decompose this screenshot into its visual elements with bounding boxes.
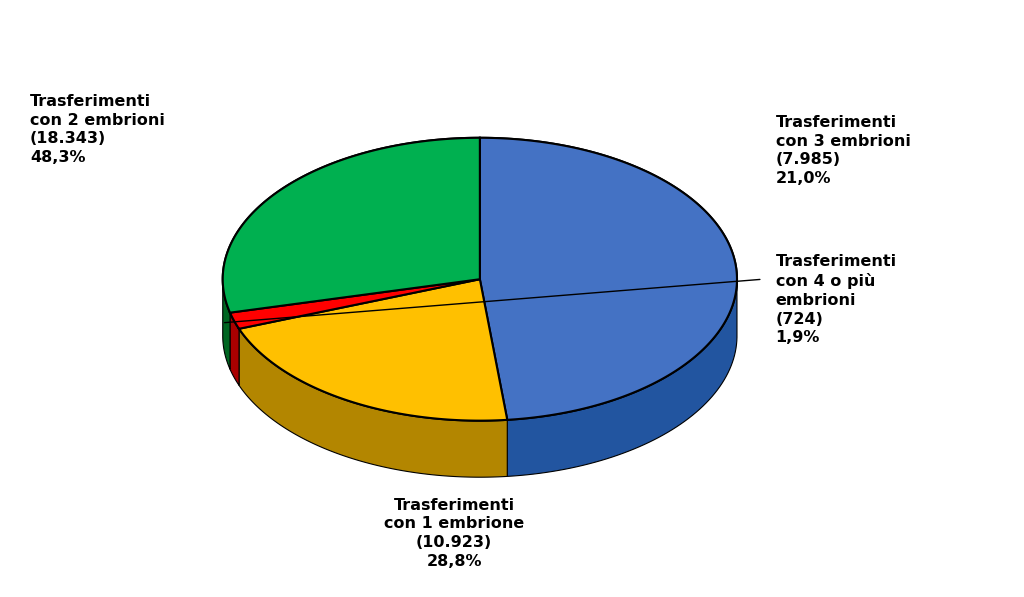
Polygon shape [230, 279, 480, 329]
Polygon shape [507, 281, 737, 476]
Polygon shape [239, 279, 507, 421]
Polygon shape [223, 138, 480, 313]
Polygon shape [230, 313, 239, 385]
Polygon shape [480, 138, 737, 420]
Polygon shape [239, 279, 507, 421]
Text: Trasferimenti
con 3 embrioni
(7.985)
21,0%: Trasferimenti con 3 embrioni (7.985) 21,… [775, 115, 910, 186]
Text: Trasferimenti
con 2 embrioni
(18.343)
48,3%: Trasferimenti con 2 embrioni (18.343) 48… [30, 94, 165, 165]
Text: Trasferimenti
con 4 o più
embrioni
(724)
1,9%: Trasferimenti con 4 o più embrioni (724)… [775, 254, 897, 345]
Text: Trasferimenti
con 1 embrione
(10.923)
28,8%: Trasferimenti con 1 embrione (10.923) 28… [384, 498, 524, 568]
Polygon shape [480, 138, 737, 420]
Polygon shape [223, 279, 230, 369]
Polygon shape [223, 138, 480, 313]
Polygon shape [239, 329, 507, 477]
Polygon shape [230, 279, 480, 329]
